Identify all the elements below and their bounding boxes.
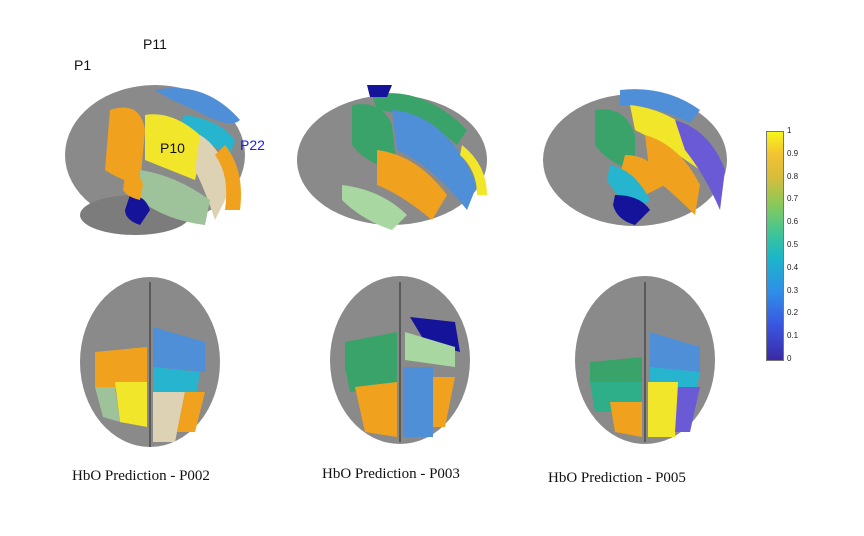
colorbar-tick-label: 1 bbox=[787, 126, 792, 135]
probe-label-p22: P22 bbox=[240, 137, 265, 153]
probe-label-p11: P11 bbox=[143, 36, 167, 52]
colorbar-tick-label: 0.3 bbox=[787, 285, 799, 295]
colorbar-tick-label: 0.5 bbox=[787, 240, 799, 249]
colorbar-tick-label: 0 bbox=[787, 354, 792, 363]
colorbar-tick-label: 0.2 bbox=[787, 308, 799, 318]
colorbar-tick-label: 0.9 bbox=[787, 148, 799, 158]
caption-p005: HbO Prediction - P005 bbox=[548, 470, 686, 486]
colorbar bbox=[766, 131, 784, 361]
brain-lateral-p003 bbox=[282, 75, 492, 240]
caption-p002: HbO Prediction - P002 bbox=[72, 468, 210, 484]
probe-label-p1: P1 bbox=[74, 57, 92, 73]
brain-dorsal-p003 bbox=[315, 272, 485, 447]
colorbar-tick-label: 0.6 bbox=[787, 217, 799, 227]
brain-dorsal-p002 bbox=[65, 272, 235, 452]
caption-p003: HbO Prediction - P003 bbox=[322, 466, 460, 482]
colorbar-tick-label: 0.7 bbox=[787, 194, 799, 204]
colorbar-tick-label: 0.1 bbox=[787, 331, 799, 341]
brain-lateral-p005 bbox=[525, 75, 735, 240]
colorbar-tick-label: 0.4 bbox=[787, 262, 799, 272]
probe-label-p10: P10 bbox=[160, 140, 185, 156]
brain-lateral-p002 bbox=[45, 60, 255, 240]
brain-dorsal-p005 bbox=[560, 272, 730, 447]
colorbar-tick-label: 0.8 bbox=[787, 171, 799, 181]
